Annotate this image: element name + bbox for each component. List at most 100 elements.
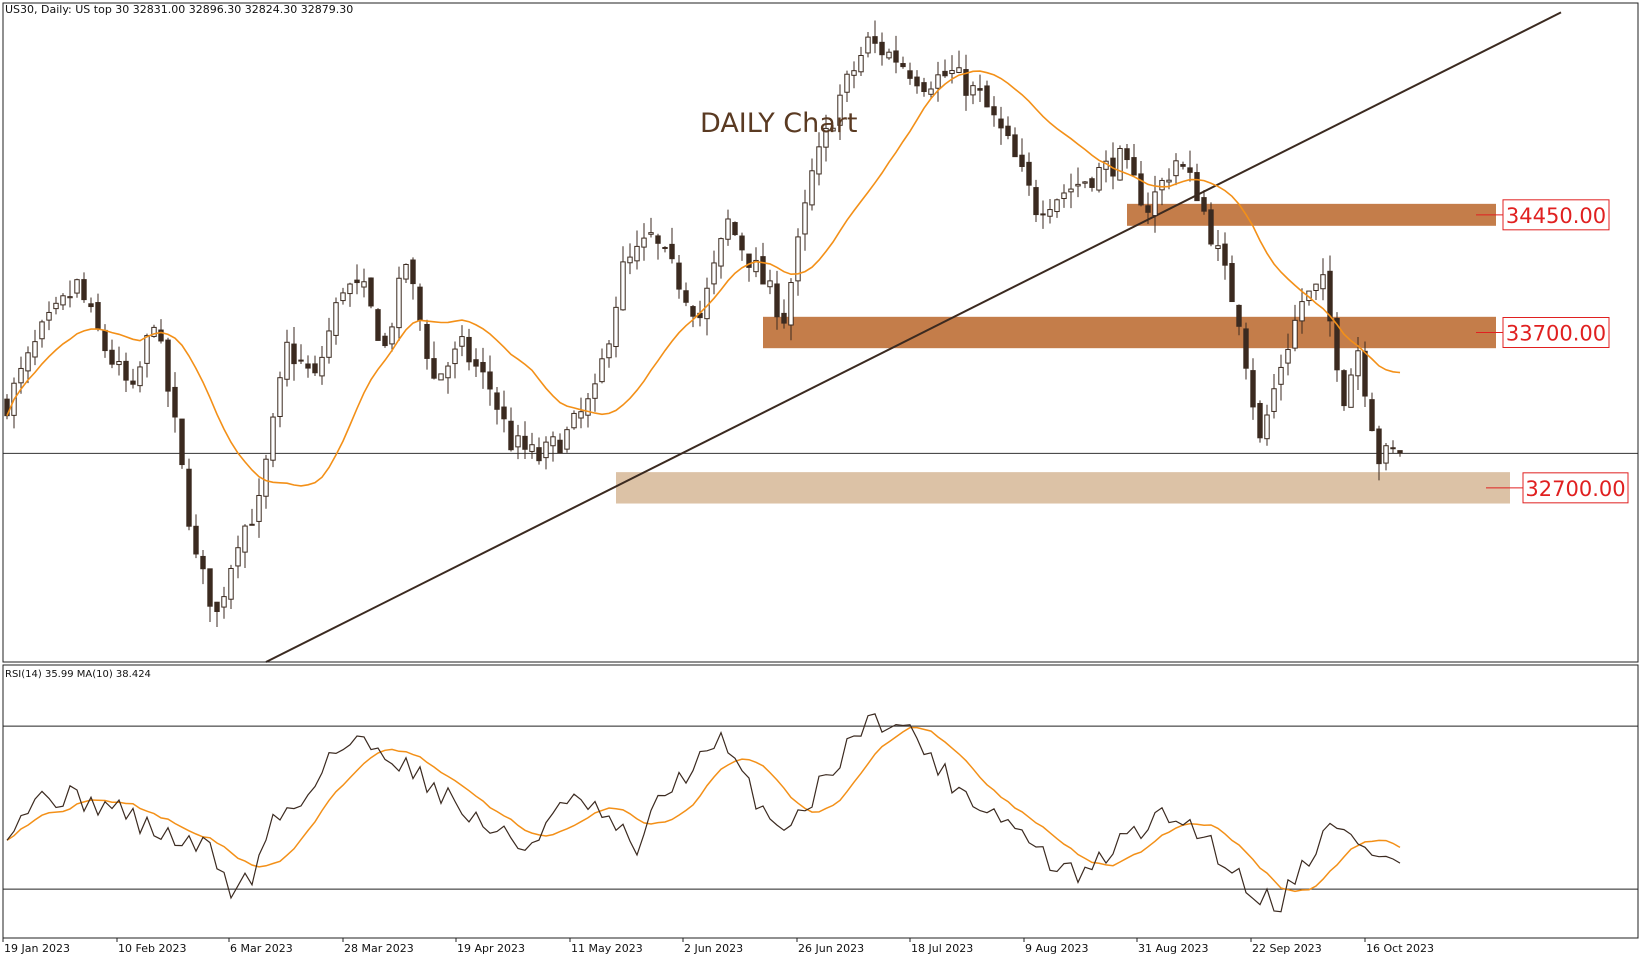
- candle-body: [599, 358, 605, 383]
- candle: [46, 301, 52, 331]
- candle: [557, 433, 563, 454]
- candle: [802, 189, 808, 251]
- candle-body: [158, 329, 164, 342]
- candle: [1250, 358, 1256, 420]
- candle: [900, 56, 906, 69]
- candle-body: [1138, 173, 1144, 206]
- candle: [1138, 160, 1144, 207]
- candle: [158, 319, 164, 344]
- candle: [214, 601, 220, 628]
- trendline: [265, 11, 1562, 663]
- candle: [1327, 255, 1333, 337]
- candle-body: [1145, 205, 1151, 213]
- candle-body: [1005, 125, 1011, 137]
- candle: [711, 250, 717, 295]
- rsi-panel: [3, 713, 1638, 913]
- candle: [914, 70, 920, 94]
- x-axis: 19 Jan 2023 10 Feb 2023 6 Mar 2023 28 Mar 2…: [2, 938, 1434, 955]
- candle: [60, 293, 66, 311]
- candle-body: [620, 261, 626, 311]
- chart-frames: [2, 2, 1639, 939]
- candle: [879, 32, 885, 66]
- candle: [165, 337, 171, 408]
- candle-body: [347, 283, 353, 295]
- candle-body: [445, 365, 451, 379]
- candle-body: [221, 596, 227, 608]
- candle: [116, 346, 122, 376]
- candle-body: [144, 335, 150, 364]
- candle: [893, 35, 899, 74]
- candle: [18, 356, 24, 394]
- candle-body: [1313, 283, 1319, 292]
- candle: [620, 246, 626, 311]
- candle-body: [564, 429, 570, 450]
- candle: [256, 478, 262, 538]
- candle-body: [851, 70, 857, 76]
- candle-body: [382, 335, 388, 347]
- candle: [396, 266, 402, 341]
- candle-body: [1131, 157, 1137, 176]
- candle: [1292, 304, 1298, 352]
- candle-body: [1243, 328, 1249, 369]
- candle-body: [88, 303, 94, 308]
- candle-body: [228, 567, 234, 600]
- candle-body: [207, 568, 213, 607]
- x-tick-label: 28 Mar 2023: [344, 942, 414, 955]
- candle: [1208, 202, 1214, 247]
- candle-body: [1201, 197, 1207, 212]
- candle-body: [753, 259, 759, 273]
- candle: [746, 253, 752, 282]
- candle: [718, 237, 724, 279]
- candle: [298, 344, 304, 365]
- candle: [207, 568, 213, 622]
- candle-body: [319, 356, 325, 377]
- candle-body: [907, 70, 913, 79]
- candle-body: [1229, 263, 1235, 303]
- candle-body: [746, 253, 752, 268]
- candle: [172, 372, 178, 433]
- candle-body: [179, 418, 185, 466]
- candle: [305, 355, 311, 378]
- candle-body: [1383, 445, 1389, 464]
- candle-body: [1292, 319, 1298, 349]
- candle: [641, 223, 647, 261]
- candle: [494, 387, 500, 425]
- candle-body: [256, 494, 262, 522]
- candle: [438, 373, 444, 381]
- candle-body: [1026, 161, 1032, 186]
- candle: [1054, 198, 1060, 218]
- candle-body: [389, 326, 395, 345]
- candle-body: [732, 222, 738, 236]
- candle: [655, 233, 661, 260]
- candle-body: [1012, 134, 1018, 158]
- candle: [1187, 150, 1193, 182]
- zone-34450.00: [1127, 203, 1496, 226]
- rsi-line: [6, 713, 1401, 913]
- candle: [1229, 255, 1235, 303]
- x-tick-label: 19 Apr 2023: [457, 942, 525, 955]
- candle-body: [711, 262, 717, 285]
- candle-body: [942, 70, 948, 77]
- candle: [1159, 177, 1165, 206]
- candle-body: [627, 256, 633, 264]
- candle: [480, 347, 486, 389]
- candle-body: [956, 67, 962, 73]
- candle-body: [662, 246, 668, 249]
- candle: [221, 586, 227, 619]
- x-tick-label: 9 Aug 2023: [1025, 942, 1088, 955]
- candle: [1313, 283, 1319, 301]
- candle: [1390, 440, 1396, 454]
- candle-body: [767, 280, 773, 288]
- candle: [67, 280, 73, 308]
- candle-body: [1369, 399, 1375, 432]
- candle: [1089, 176, 1095, 192]
- candle: [473, 348, 479, 378]
- candle: [571, 410, 577, 430]
- candle: [1047, 198, 1053, 224]
- candle: [732, 221, 738, 236]
- candle-body: [193, 525, 199, 555]
- candle: [333, 297, 339, 345]
- candle-body: [81, 279, 87, 301]
- candle: [1012, 127, 1018, 158]
- candle-body: [53, 302, 59, 310]
